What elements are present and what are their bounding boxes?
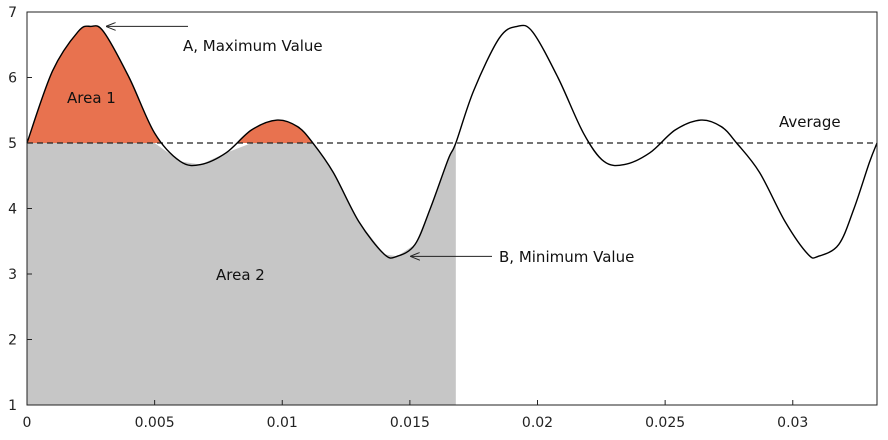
y-tick-label: 4 — [8, 202, 17, 218]
y-tick-label: 6 — [8, 71, 17, 87]
min-annotation: B, Minimum Value — [499, 248, 634, 266]
y-tick-label: 7 — [8, 5, 17, 21]
area-2-fill — [27, 143, 456, 405]
ticks-layer: 0 0.005 0.01 0.015 0.02 0.025 0.03 1 2 3 4 5 6 7 — [8, 5, 808, 431]
x-tick-label: 0.01 — [267, 415, 298, 431]
series-line — [26, 24, 878, 259]
max-annotation: A, Maximum Value — [183, 37, 323, 55]
area-1-label: Area 1 — [67, 89, 116, 107]
series-layer — [26, 24, 878, 259]
x-tick-label: 0.025 — [645, 415, 685, 431]
y-tick-label: 2 — [8, 333, 17, 349]
y-tick-label: 5 — [8, 136, 17, 152]
area-2-label: Area 2 — [216, 266, 265, 284]
areas-layer — [27, 25, 456, 405]
x-tick-label: 0.03 — [777, 415, 808, 431]
y-tick-label: 3 — [8, 267, 17, 283]
y-tick-label: 1 — [8, 398, 17, 414]
x-tick-label: 0.005 — [135, 415, 175, 431]
x-tick-label: 0.015 — [390, 415, 430, 431]
area-1-fill — [27, 25, 313, 143]
average-label: Average — [779, 113, 841, 131]
x-tick-label: 0 — [23, 415, 32, 431]
annotations-layer: A, Maximum Value B, Minimum Value Average A… — [67, 26, 841, 284]
x-tick-label: 0.02 — [522, 415, 553, 431]
